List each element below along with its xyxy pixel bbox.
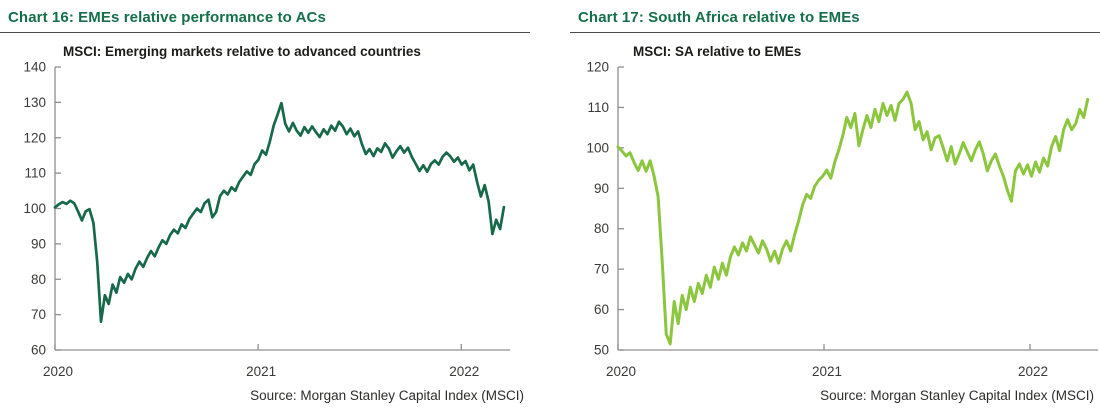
chart17-plot: 120 110 100 90 80 70 60 50 2020 2021 2022 [586,60,1098,379]
x-tick-label: 2021 [812,364,842,379]
y-tick-label: 80 [31,272,46,287]
chart16-heading: Chart 16: EMEs relative performance to A… [0,0,530,33]
y-tick-label: 110 [24,166,46,181]
y-tick-label: 80 [594,221,609,236]
y-tick-label: 70 [594,262,609,277]
series-line [53,101,506,324]
chart16-subtitle: MSCI: Emerging markets relative to advan… [63,44,421,59]
chart17-source: Source: Morgan Stanley Capital Index (MS… [820,388,1094,403]
x-tick-label: 2021 [246,364,276,379]
chart16-source: Source: Morgan Stanley Capital Index (MS… [250,388,524,403]
y-tick-label: 100 [586,140,609,155]
chart17-heading: Chart 17: South Africa relative to EMEs [570,0,1100,33]
y-tick-label: 120 [23,130,46,145]
chart17-subtitle: MSCI: SA relative to EMEs [633,44,801,59]
x-tick-label: 2022 [449,364,479,379]
y-tick-label: 140 [23,60,46,75]
x-tick-label: 2020 [606,364,636,379]
y-tick-label: 60 [594,302,609,317]
y-tick-label: 90 [31,236,46,251]
y-tick-label: 110 [587,100,609,115]
y-tick-label: 120 [586,60,609,75]
chart17-canvas: MSCI: SA relative to EMEs 120 110 100 90 80 7… [586,44,1098,379]
chart16-panel: Chart 16: EMEs relative performance to A… [0,0,530,419]
chart16-canvas: MSCI: Emerging markets relative to advan… [23,44,510,379]
chart16-plot: 140 130 120 110 100 90 80 70 60 2020 2021 2022 [23,60,510,379]
y-tick-label: 50 [594,343,609,358]
chart17-panel: Chart 17: South Africa relative to EMEs … [570,0,1100,419]
y-tick-label: 90 [594,181,609,196]
x-tick-label: 2022 [1018,364,1048,379]
series-line [616,90,1090,346]
y-tick-label: 100 [23,201,46,216]
y-tick-label: 70 [31,307,46,322]
y-tick-label: 130 [23,95,46,110]
y-tick-label: 60 [31,343,46,358]
x-tick-label: 2020 [43,364,73,379]
